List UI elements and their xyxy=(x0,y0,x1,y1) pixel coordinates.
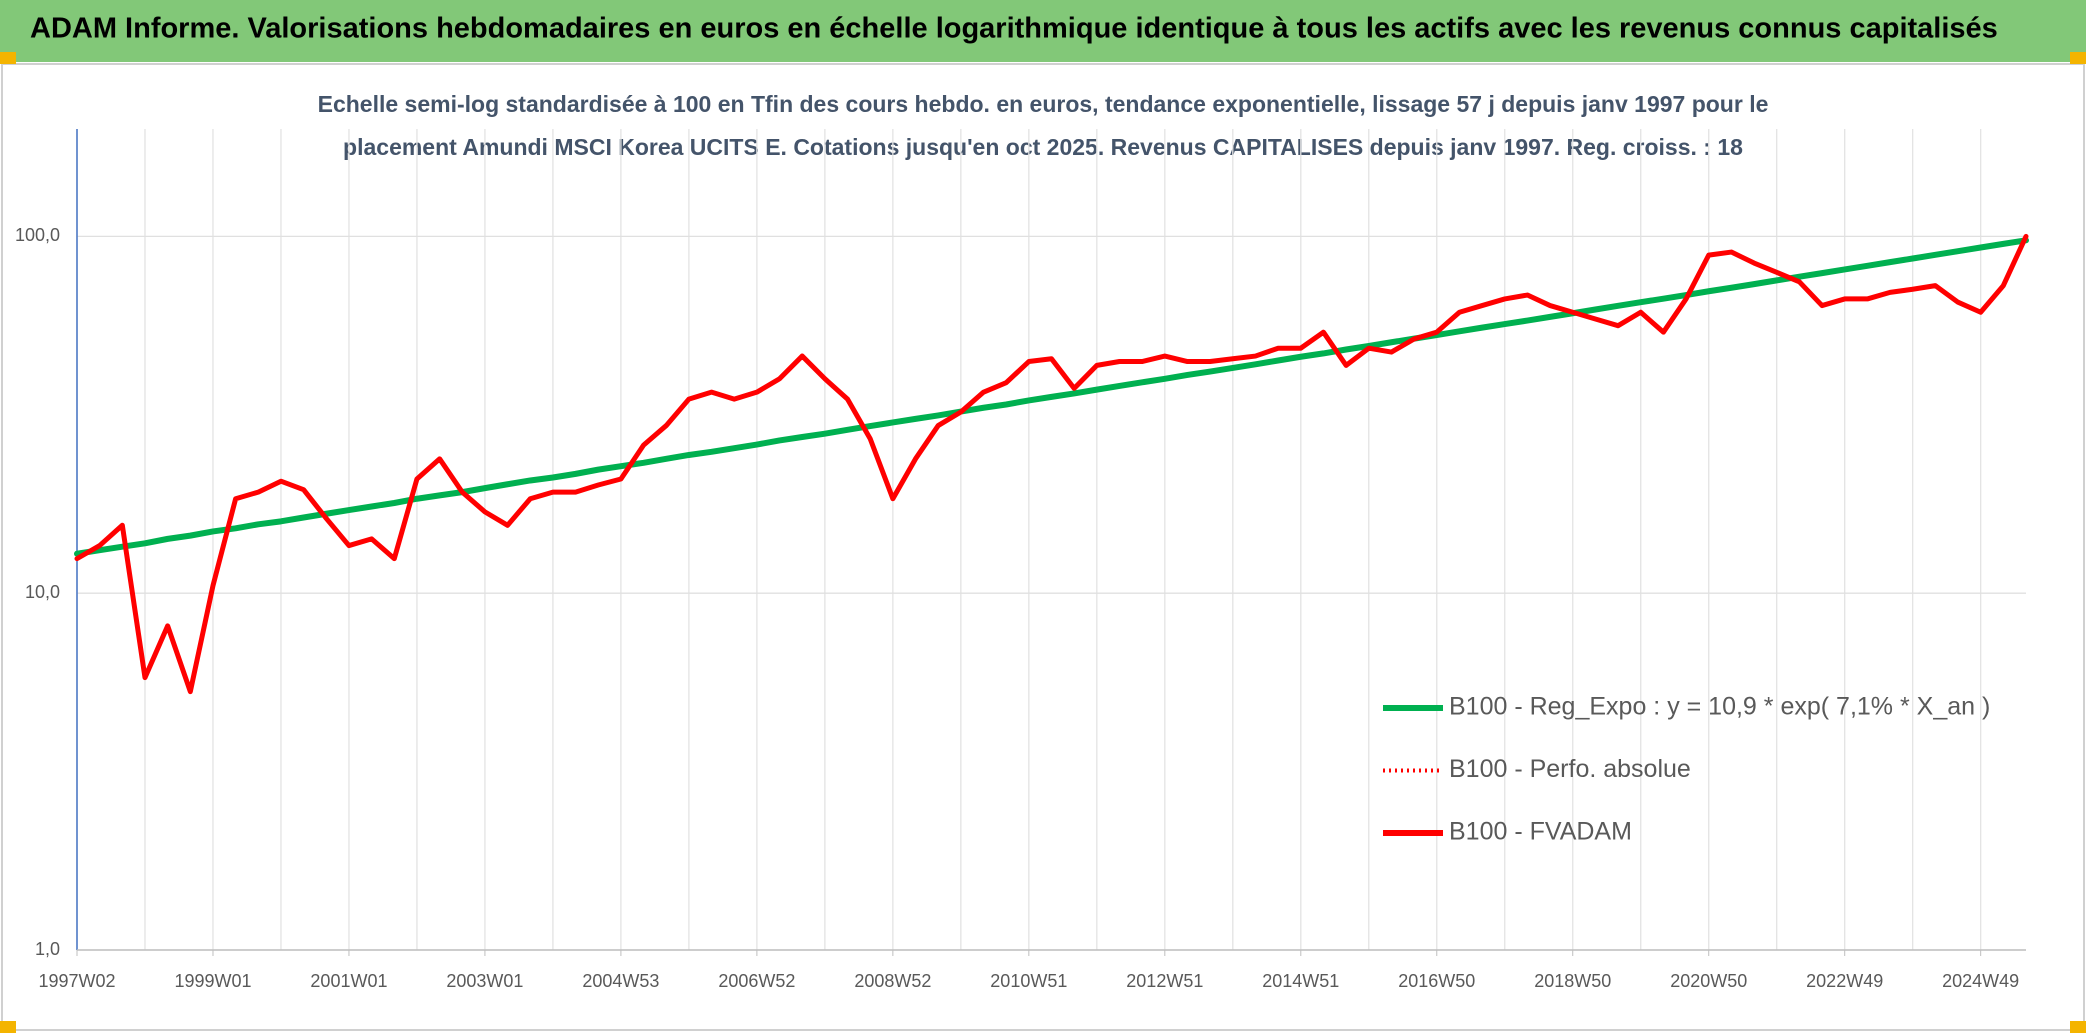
x-tick-label: 1999W01 xyxy=(174,971,251,991)
chart-title: ADAM Informe. Valorisations hebdomadaire… xyxy=(30,13,1998,45)
chart-subtitle: placement Amundi MSCI Korea UCITS E. Cot… xyxy=(343,134,1743,160)
y-tick-label: 1,0 xyxy=(35,939,60,959)
x-tick-label: 2012W51 xyxy=(1126,971,1203,991)
x-tick-label: 2001W01 xyxy=(310,971,387,991)
x-tick-label: 2004W53 xyxy=(582,971,659,991)
x-tick-label: 2020W50 xyxy=(1670,971,1747,991)
x-tick-label: 2016W50 xyxy=(1398,971,1475,991)
line-series xyxy=(74,233,2029,695)
x-tick-label: 2010W51 xyxy=(990,971,1067,991)
x-tick-label: 2018W50 xyxy=(1534,971,1611,991)
x-tick-label: 2014W51 xyxy=(1262,971,1339,991)
x-tick-label: 2003W01 xyxy=(446,971,523,991)
line-series xyxy=(74,237,2029,557)
x-tick-label: 2006W52 xyxy=(718,971,795,991)
header-band xyxy=(0,0,2086,62)
x-tick-label: 1997W02 xyxy=(38,971,115,991)
chart-subtitle: Echelle semi-log standardisée à 100 en T… xyxy=(318,91,1769,117)
x-tick-label: 2024W49 xyxy=(1942,971,2019,991)
corner xyxy=(2070,1021,2086,1033)
y-tick-label: 100,0 xyxy=(15,225,60,245)
legend-label: B100 - FVADAM xyxy=(1449,818,1632,846)
y-tick-label: 10,0 xyxy=(25,582,60,602)
legend-label: B100 - Reg_Expo : y = 10,9 * exp( 7,1% *… xyxy=(1449,693,1990,721)
corner xyxy=(0,1021,16,1033)
corner xyxy=(2070,52,2086,64)
corner xyxy=(0,52,16,64)
x-tick-label: 2022W49 xyxy=(1806,971,1883,991)
chart-frame xyxy=(1,63,2085,1031)
x-tick-label: 2008W52 xyxy=(854,971,931,991)
legend-label: B100 - Perfo. absolue xyxy=(1449,755,1691,783)
